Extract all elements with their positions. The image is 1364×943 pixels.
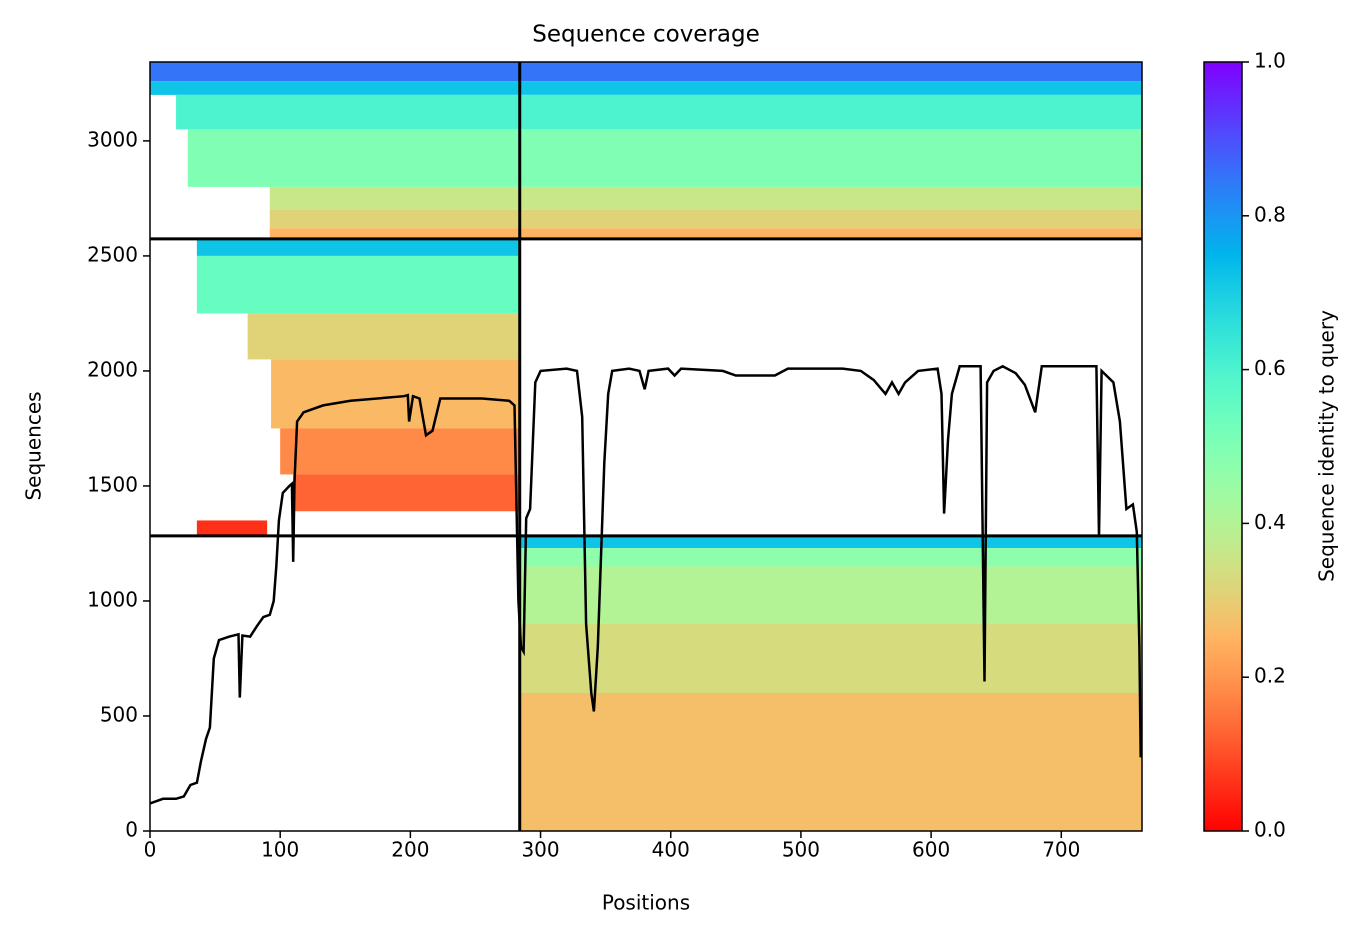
x-tick-label: 700	[1042, 838, 1080, 862]
y-tick-label: 500	[100, 702, 138, 726]
x-tick-label: 500	[782, 838, 820, 862]
heatmap-row	[247, 313, 520, 360]
plot-frame	[149, 61, 1143, 832]
x-tick-label: 0	[144, 838, 157, 862]
y-tick-label: 2500	[87, 242, 138, 266]
heatmap-row	[519, 535, 1142, 549]
heatmap-row	[269, 209, 1142, 229]
heatmap-row	[271, 359, 520, 429]
heatmap-row	[269, 228, 1142, 239]
x-tick-label: 400	[652, 838, 690, 862]
heatmap-row	[196, 520, 268, 536]
y-tick-label: 1500	[87, 472, 138, 496]
colorbar-tick-label: 1.0	[1254, 49, 1286, 73]
heatmap-row	[519, 692, 1142, 831]
heatmap-row	[176, 94, 1142, 130]
y-tick-label: 2000	[87, 357, 138, 381]
heatmap-row	[187, 129, 1142, 187]
colorbar-tick-label: 0.2	[1254, 664, 1286, 688]
heatmap-row	[280, 428, 520, 475]
heatmap-row	[196, 238, 520, 256]
heatmap-row	[519, 623, 1142, 693]
colorbar-label: Sequence identity to query	[1315, 310, 1339, 582]
heatmap-row	[519, 548, 1142, 567]
coverage-line	[149, 364, 1142, 805]
colorbar-tick-label: 0.0	[1254, 818, 1286, 842]
heatmap-row	[269, 186, 1142, 210]
y-tick-label: 3000	[87, 127, 138, 151]
y-tick-label: 0	[125, 818, 138, 842]
heatmap-row	[150, 62, 1142, 82]
heatmap-row	[196, 255, 520, 314]
x-tick-label: 100	[261, 838, 299, 862]
heatmap-row	[293, 474, 520, 512]
x-tick-label: 200	[391, 838, 429, 862]
x-tick-label: 300	[521, 838, 559, 862]
heatmap-row	[519, 566, 1142, 624]
colorbar	[1203, 61, 1243, 832]
chart-title: Sequence coverage	[532, 22, 760, 48]
y-axis-label: Sequences	[22, 391, 46, 500]
colorbar-tick-label: 0.8	[1254, 202, 1286, 226]
x-tick-label: 600	[912, 838, 950, 862]
colorbar-tick-label: 0.6	[1254, 356, 1286, 380]
colorbar-tick-label: 0.4	[1254, 510, 1286, 534]
x-axis-label: Positions	[602, 891, 690, 915]
y-tick-label: 1000	[87, 587, 138, 611]
heatmap-row	[150, 81, 1142, 95]
